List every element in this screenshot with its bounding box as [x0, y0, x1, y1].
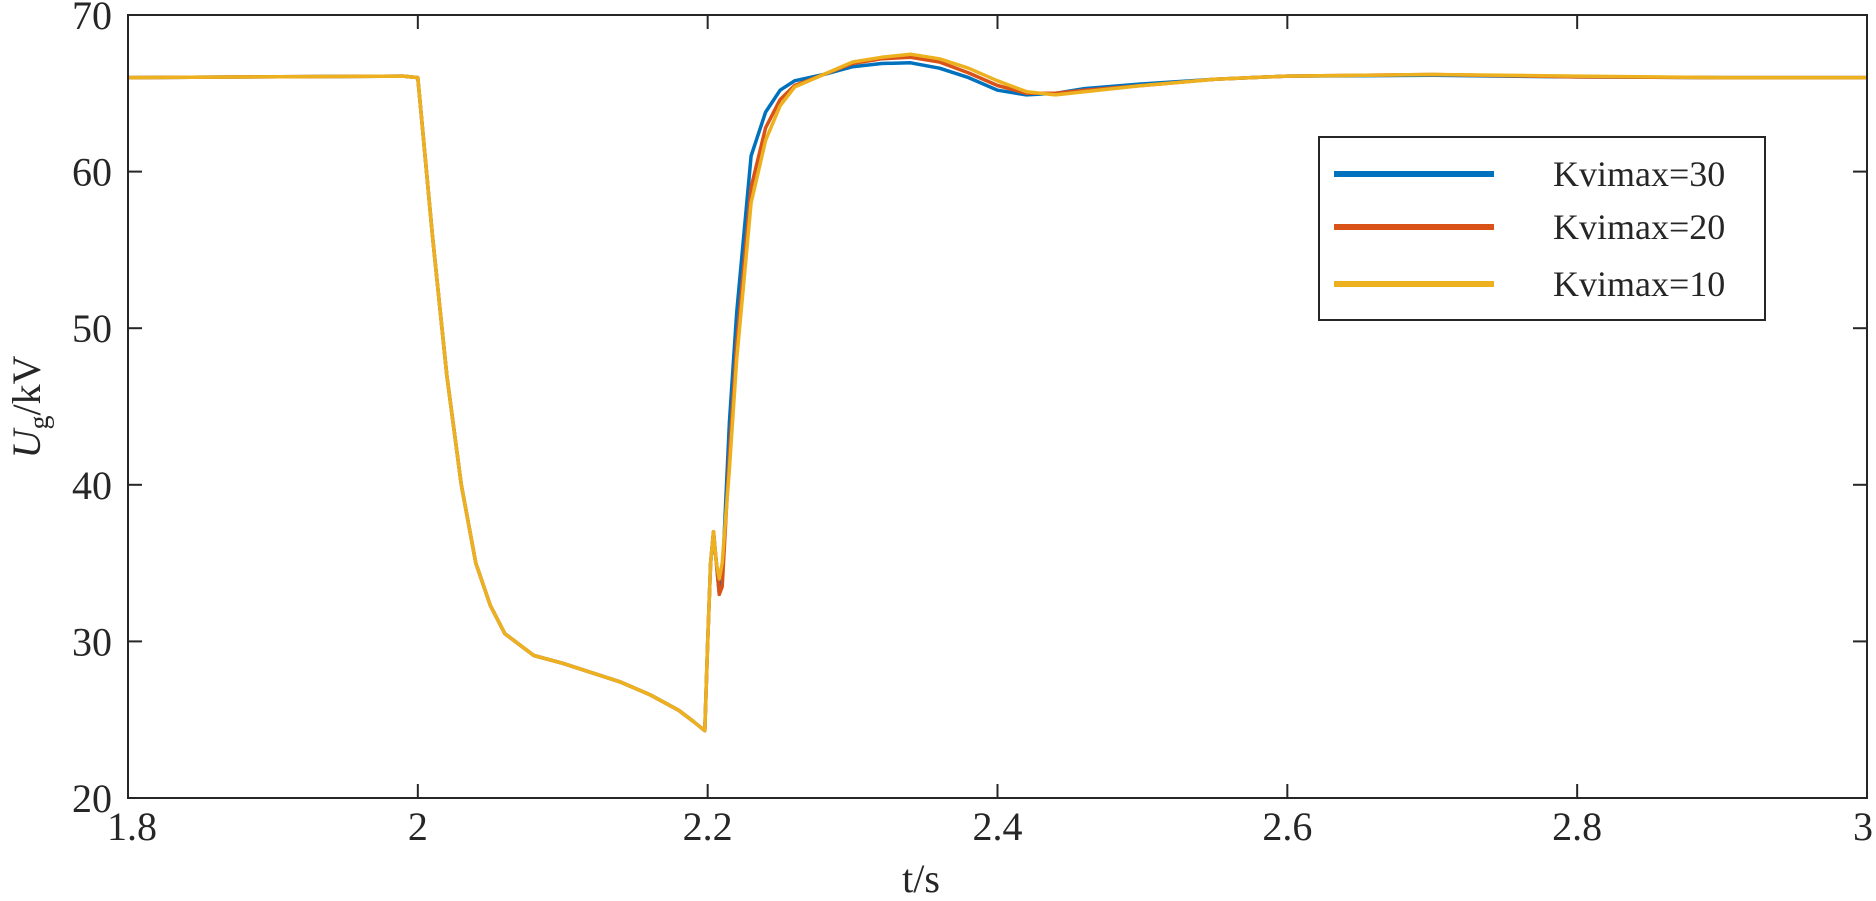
y-tick-label: 40 [72, 463, 112, 508]
x-tick-label: 1.8 [107, 804, 157, 849]
series-line-kvimax10 [127, 52, 1867, 733]
tick-layer: 1.8 2 2.2 2.4 2.6 2.8 3 20 30 40 50 60 70 [72, 0, 1873, 849]
x-tick-label: 2.2 [683, 804, 733, 849]
x-axis-title: t/s [902, 856, 940, 901]
plot-background [128, 15, 1867, 798]
x-tick-label: 2.8 [1552, 804, 1602, 849]
x-tick-label: 3 [1853, 804, 1873, 849]
x-tick-label: 2 [408, 804, 428, 849]
x-tick-label: 2.6 [1262, 804, 1312, 849]
y-axis-title: Ug/kV [4, 355, 55, 458]
x-tick-label: 2.4 [973, 804, 1023, 849]
legend-label-kvimax20: Kvimax=20 [1553, 207, 1725, 247]
series-layer [127, 52, 1867, 733]
y-axis-title-subscript: g [24, 416, 55, 430]
legend-label-kvimax10: Kvimax=10 [1553, 264, 1725, 304]
y-axis-title-unit: /kV [4, 355, 49, 415]
y-axis-title-main: U [4, 426, 49, 458]
legend: Kvimax=30 Kvimax=20 Kvimax=10 [1318, 136, 1766, 321]
y-tick-label: 30 [72, 619, 112, 664]
y-tick-label: 50 [72, 306, 112, 351]
y-tick-label: 20 [72, 776, 112, 821]
y-tick-label: 70 [72, 0, 112, 38]
legend-label-kvimax30: Kvimax=30 [1553, 154, 1725, 194]
y-tick-label: 60 [72, 150, 112, 195]
